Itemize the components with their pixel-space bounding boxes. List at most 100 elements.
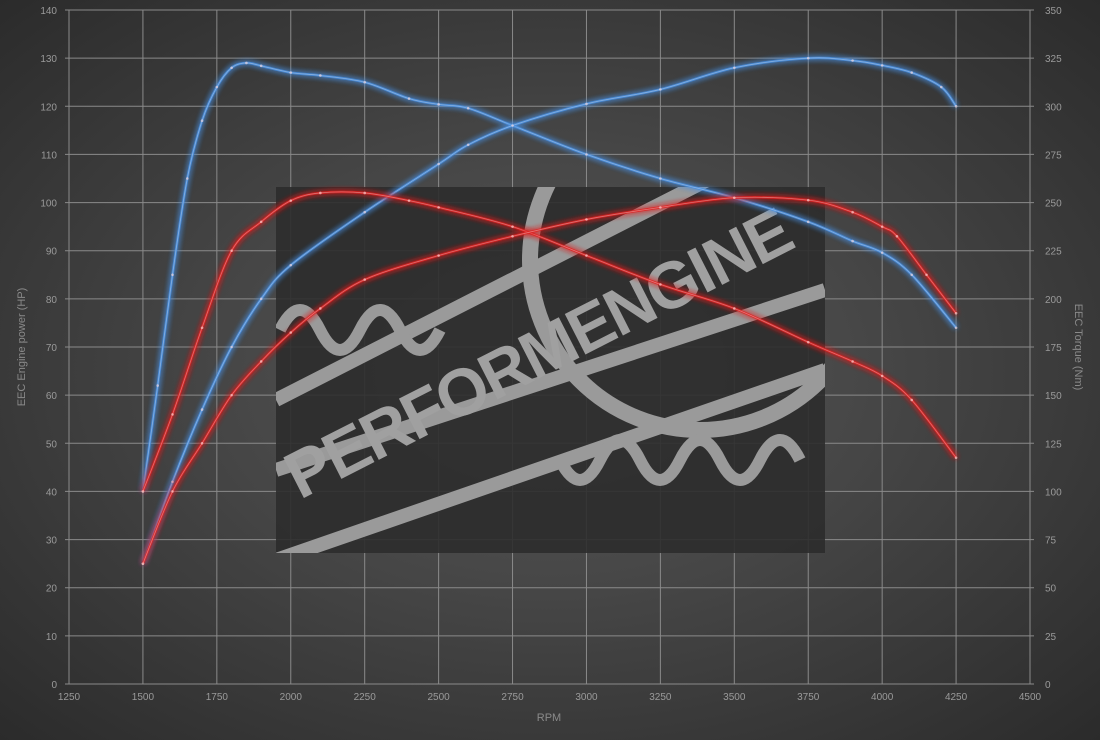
y-right-tick-label: 100 [1045,487,1062,498]
x-tick-label: 2250 [354,692,377,703]
data-point [880,64,884,67]
y-right-tick-label: 225 [1045,247,1062,258]
data-point [466,143,470,147]
data-point [245,61,248,65]
data-point [511,234,514,238]
x-tick-label: 1500 [132,692,155,703]
y-right-tick-label: 25 [1045,632,1057,643]
y-right-tick-label: 275 [1045,150,1062,161]
data-point [230,393,233,397]
data-point [939,85,943,89]
y-left-tick-label: 0 [51,680,57,691]
y-left-tick-label: 50 [46,439,58,450]
y-right-tick-label: 350 [1045,6,1062,17]
data-point [466,106,470,110]
x-tick-label: 3250 [649,692,672,703]
y-left-tick-label: 100 [40,199,57,210]
data-point [895,234,899,238]
data-point [171,490,174,493]
y-right-tick-label: 200 [1045,295,1062,306]
data-point [200,119,204,123]
data-point [585,102,588,106]
data-point [259,220,263,224]
data-point [806,56,810,60]
y-left-tick-label: 80 [46,295,58,306]
data-point [585,218,588,221]
data-point [319,74,322,77]
data-point [319,307,322,310]
data-point [659,283,662,286]
data-point [511,225,514,228]
data-point [910,71,914,74]
y-left-tick-label: 130 [40,54,57,65]
data-point [880,225,884,228]
data-point [954,456,958,460]
x-tick-label: 2000 [280,692,303,703]
x-tick-label: 3000 [575,692,598,703]
data-point [200,326,204,330]
y-right-tick-label: 175 [1045,343,1062,354]
y-right-tick-label: 0 [1045,680,1051,691]
data-point [954,312,958,315]
data-point [659,206,662,209]
data-point [363,191,366,195]
y-left-tick-label: 30 [46,536,58,547]
data-point [200,408,204,411]
performengine-logo-watermark: PERFORMENGINE [276,187,825,553]
data-point [437,162,440,166]
data-point [156,384,160,387]
series-line-core-1 [142,57,957,564]
y-right-axis-label: EEC Torque (Nm) [1072,304,1084,391]
data-point [659,88,662,91]
x-tick-label: 4000 [871,692,894,703]
data-point [954,104,958,108]
x-axis-label: RPM [537,712,561,724]
data-point [511,124,514,127]
y-left-tick-label: 120 [40,102,57,113]
y-left-tick-label: 90 [46,247,58,258]
x-tick-label: 1250 [58,692,81,703]
data-point [954,326,958,330]
y-right-tick-label: 150 [1045,391,1062,402]
data-point [230,66,233,70]
y-left-tick-label: 60 [46,391,58,402]
data-point [200,441,204,445]
data-point [437,206,440,209]
data-point [259,360,263,363]
data-point [733,66,736,70]
data-point [733,307,736,310]
data-point [851,210,854,214]
data-point [289,71,293,74]
data-point [289,331,293,334]
x-tick-label: 3750 [797,692,820,703]
x-tick-label: 2750 [501,692,524,703]
x-tick-label: 4250 [945,692,968,703]
data-point [289,199,293,202]
tick-labels: 1250 1500 1750 2000 2250 2500 2750 3000 3250 3500… [40,6,1062,703]
data-point [925,273,928,277]
y-left-tick-label: 40 [46,487,58,498]
y-left-axis-label: EEC Engine power (HP) [16,288,28,407]
data-point [806,220,810,224]
data-point [910,398,914,402]
data-point [230,249,233,253]
data-point [407,97,411,100]
data-point [585,153,588,156]
data-point [230,345,233,349]
data-point [259,297,263,301]
data-point [880,251,884,254]
data-point [851,239,854,243]
data-point [185,177,189,180]
y-left-tick-label: 110 [41,150,57,161]
data-point [363,210,366,214]
data-point [437,254,440,257]
y-left-tick-label: 70 [46,343,58,354]
data-point [733,196,736,200]
y-right-tick-label: 250 [1045,199,1062,210]
data-point [289,263,293,267]
y-left-tick-label: 20 [46,584,58,595]
x-tick-label: 3500 [723,692,746,703]
data-point [171,480,174,484]
data-point [880,374,884,378]
